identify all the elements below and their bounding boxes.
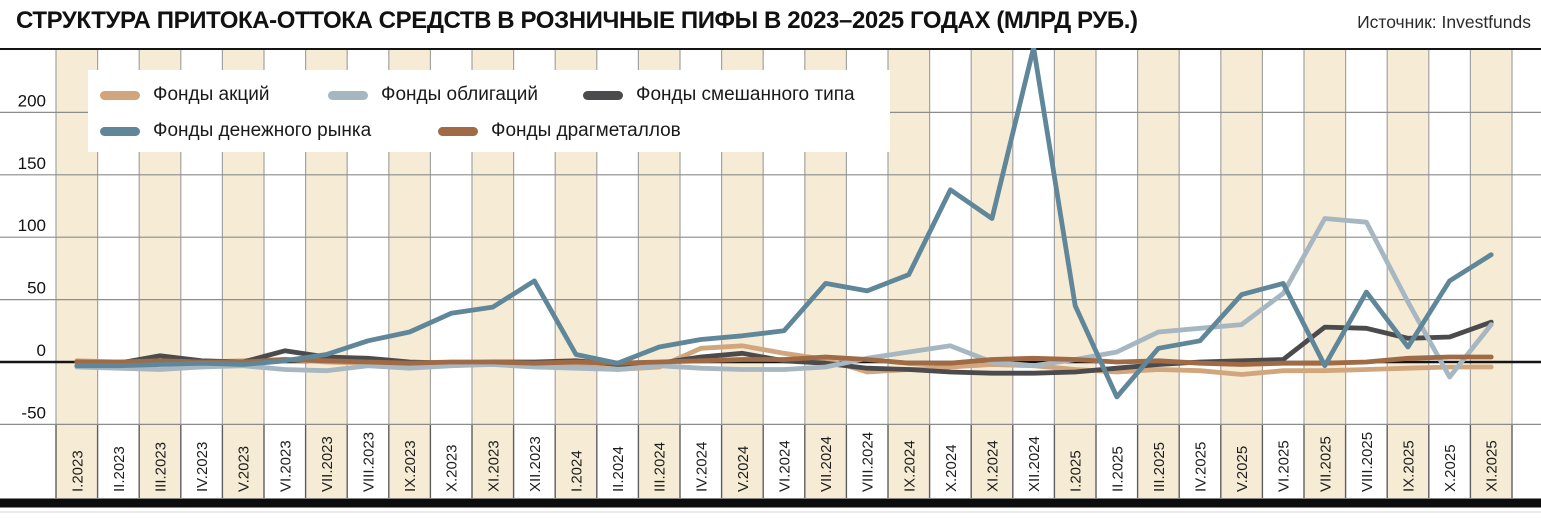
x-axis-label: XI.2024 bbox=[985, 440, 1002, 492]
x-axis-label: VI.2024 bbox=[777, 440, 794, 492]
x-axis-label: V.2023 bbox=[236, 446, 253, 492]
month-band bbox=[1054, 48, 1096, 498]
month-band bbox=[971, 48, 1013, 498]
series-line-3 bbox=[74, 45, 1494, 400]
legend-label: Фонды акций bbox=[153, 84, 270, 105]
legend-item-bonds: Фонды облигаций bbox=[328, 84, 538, 106]
month-band bbox=[1220, 48, 1263, 498]
x-axis-label: VI.2023 bbox=[277, 440, 294, 492]
legend-label: Фонды денежного рынка bbox=[153, 120, 372, 141]
bottom-bar bbox=[0, 498, 1541, 508]
x-axis-label: XI.2025 bbox=[1484, 440, 1501, 492]
y-axis-label: 200 bbox=[18, 91, 46, 110]
x-axis-label: IV.2025 bbox=[1193, 442, 1210, 492]
y-axis-label: -50 bbox=[21, 403, 46, 422]
equity-series-swatch bbox=[100, 90, 140, 100]
x-axis-label: VII.2024 bbox=[818, 436, 835, 492]
chart-legend: Фонды акций Фонды облигаций Фонды смешан… bbox=[88, 70, 890, 152]
x-axis-label: X.2024 bbox=[943, 444, 960, 492]
source-label: Источник: Investfunds bbox=[1357, 12, 1531, 32]
month-band bbox=[1470, 48, 1512, 498]
bonds-series-swatch bbox=[328, 90, 368, 100]
legend-label: Фонды смешанного типа bbox=[636, 84, 855, 105]
x-axis-label: I.2024 bbox=[569, 450, 586, 492]
x-axis-label: VII.2023 bbox=[319, 436, 336, 492]
x-axis-label: VIII.2024 bbox=[860, 432, 877, 492]
series-line-4 bbox=[74, 354, 1494, 367]
x-axis-label: III.2023 bbox=[153, 442, 170, 492]
precious-metals-series-swatch bbox=[438, 126, 478, 136]
x-axis-label: VI.2025 bbox=[1276, 440, 1293, 492]
x-axis-label: VIII.2023 bbox=[361, 432, 378, 492]
x-axis-label: X.2023 bbox=[444, 444, 461, 492]
mixed-series-swatch bbox=[583, 90, 623, 100]
x-axis-label: IX.2024 bbox=[901, 440, 918, 492]
legend-item-equity: Фонды акций bbox=[100, 84, 270, 106]
x-axis-label: III.2024 bbox=[652, 442, 669, 492]
y-axis-label: 50 bbox=[27, 279, 46, 298]
x-axis-label: II.2025 bbox=[1109, 446, 1126, 492]
y-axis-label: 100 bbox=[18, 216, 46, 235]
legend-item-precious-metals: Фонды драгметаллов bbox=[438, 120, 681, 142]
y-axis-label: 150 bbox=[18, 154, 46, 173]
x-axis-label: XII.2024 bbox=[1026, 436, 1043, 492]
x-axis-label: II.2024 bbox=[610, 446, 627, 492]
x-axis-label: IX.2023 bbox=[402, 440, 419, 492]
x-axis-label: VII.2025 bbox=[1317, 436, 1334, 492]
page-title: СТРУКТУРА ПРИТОКА-ОТТОКА СРЕДСТВ В РОЗНИ… bbox=[16, 7, 1138, 34]
month-band bbox=[1137, 48, 1180, 498]
header: СТРУКТУРА ПРИТОКА-ОТТОКА СРЕДСТВ В РОЗНИ… bbox=[0, 0, 1541, 48]
legend-item-money-market: Фонды денежного рынка bbox=[100, 120, 371, 142]
x-axis-label: II.2023 bbox=[111, 446, 128, 492]
x-axis-label: III.2025 bbox=[1151, 442, 1168, 492]
x-axis-label: V.2025 bbox=[1234, 446, 1251, 492]
month-band bbox=[1304, 48, 1346, 498]
x-axis-label: VIII.2025 bbox=[1359, 432, 1376, 492]
x-axis-label: IX.2025 bbox=[1401, 440, 1418, 492]
legend-label: Фонды драгметаллов bbox=[491, 120, 681, 141]
series-line-1 bbox=[74, 216, 1494, 380]
x-axis-label: IV.2024 bbox=[693, 442, 710, 492]
legend-item-mixed: Фонды смешанного типа bbox=[583, 84, 855, 106]
x-axis-label: X.2025 bbox=[1442, 444, 1459, 492]
legend-label: Фонды облигаций bbox=[381, 84, 539, 105]
y-axis-label: 0 bbox=[37, 341, 46, 360]
x-axis-label: XII.2023 bbox=[527, 436, 544, 492]
money-market-series-swatch bbox=[100, 126, 140, 136]
x-axis-label: IV.2023 bbox=[194, 442, 211, 492]
x-axis-label: XI.2023 bbox=[485, 440, 502, 492]
x-axis-label: I.2025 bbox=[1068, 450, 1085, 492]
x-axis-label: I.2023 bbox=[69, 450, 86, 492]
x-axis-label: V.2024 bbox=[735, 446, 752, 492]
